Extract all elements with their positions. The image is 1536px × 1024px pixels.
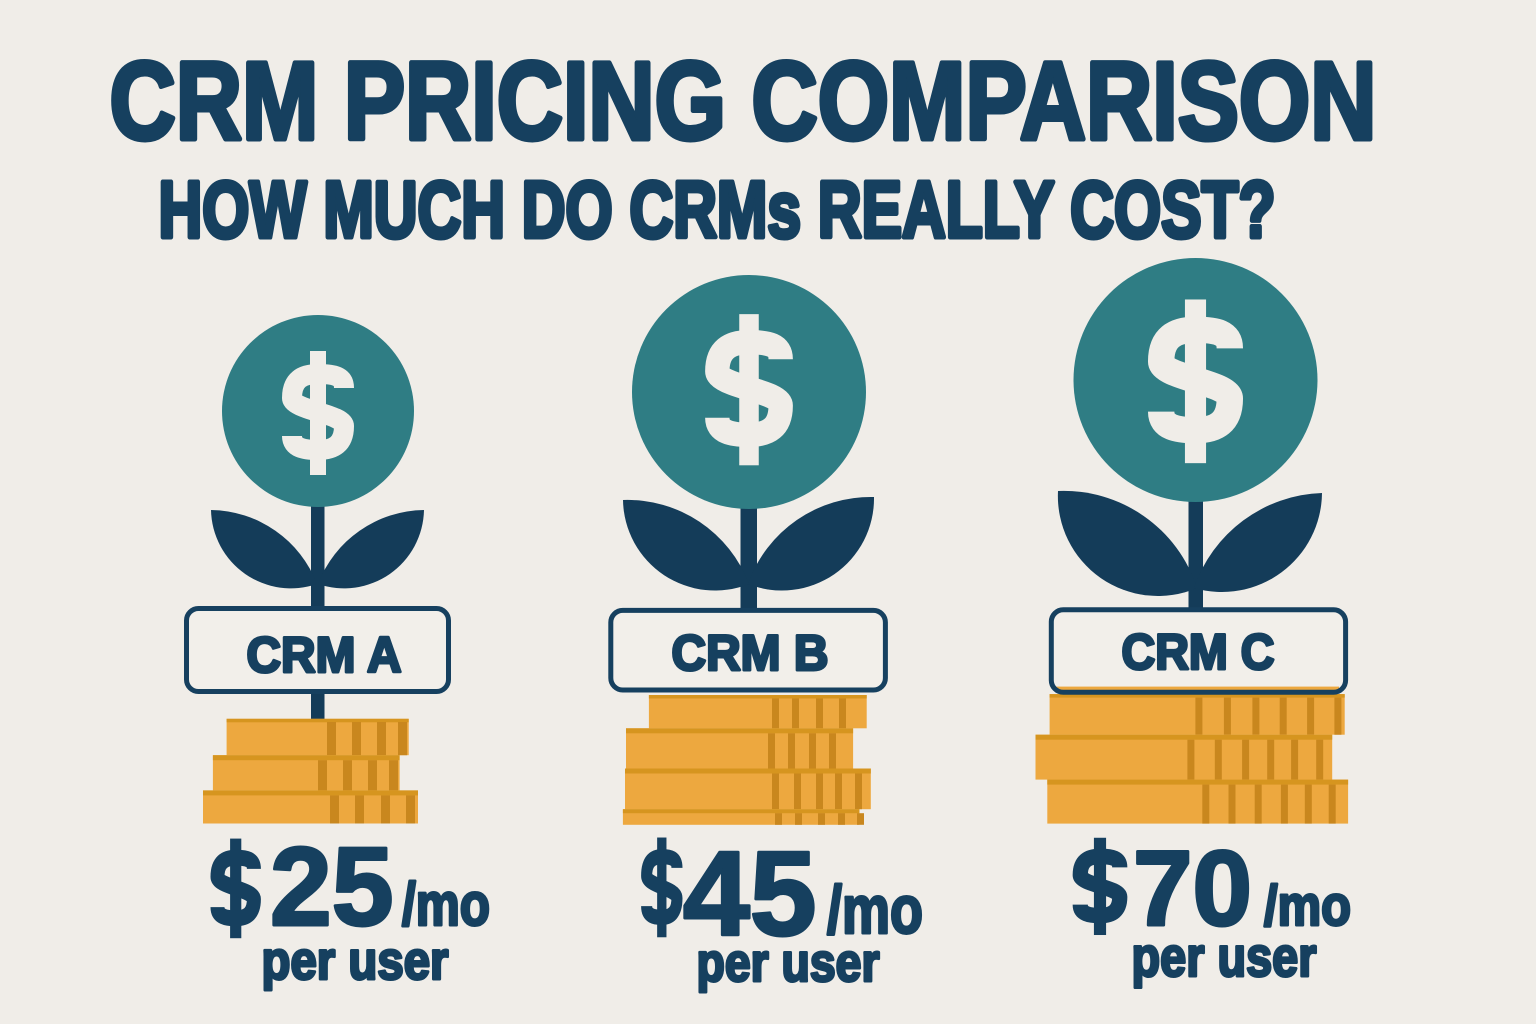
svg-text:45: 45	[683, 827, 816, 961]
svg-text:per user: per user	[1132, 925, 1317, 988]
svg-text:HOW MUCH DO CRMs REALLY COST?: HOW MUCH DO CRMs REALLY COST?	[159, 165, 1276, 254]
svg-text:per user: per user	[262, 931, 449, 991]
svg-text:per user: per user	[697, 933, 880, 993]
svg-text:25: 25	[270, 825, 393, 949]
svg-text:70: 70	[1133, 828, 1252, 948]
svg-text:CRM A: CRM A	[247, 627, 402, 683]
svg-text:CRM B: CRM B	[672, 625, 829, 681]
svg-text:CRM PRICING COMPARISON: CRM PRICING COMPARISON	[110, 40, 1377, 163]
svg-text:CRM C: CRM C	[1122, 624, 1275, 680]
svg-text:/mo: /mo	[1264, 874, 1351, 938]
svg-text:/mo: /mo	[827, 872, 923, 948]
svg-text:/mo: /mo	[402, 871, 490, 938]
